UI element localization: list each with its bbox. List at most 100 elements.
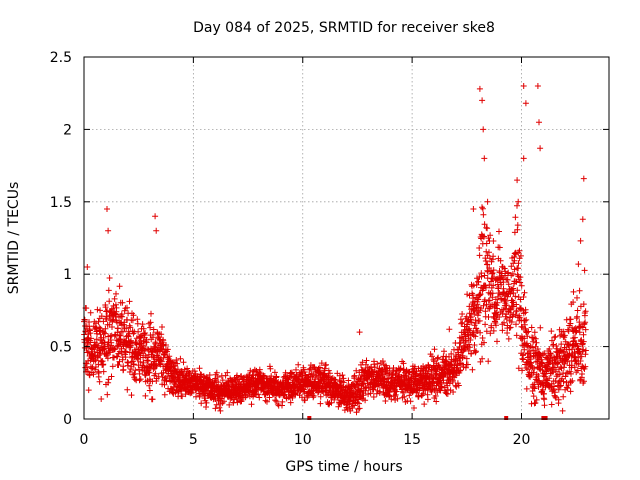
data-point (406, 392, 413, 399)
y-tick-label: 2.5 (50, 50, 72, 66)
data-point (581, 378, 587, 385)
data-point (198, 400, 205, 407)
data-point (581, 320, 588, 327)
data-point (446, 326, 453, 333)
data-point (100, 334, 107, 341)
data-point (161, 381, 168, 388)
data-point (90, 371, 97, 378)
data-point (212, 405, 219, 412)
data-point (130, 358, 137, 365)
data-point (517, 274, 524, 281)
data-point (477, 291, 484, 298)
data-point (96, 352, 103, 359)
data-point (356, 405, 363, 412)
data-point (256, 366, 263, 373)
data-point (500, 279, 507, 286)
data-point (255, 391, 262, 398)
data-point (137, 376, 144, 383)
data-point (116, 336, 123, 342)
data-point (135, 328, 142, 335)
data-point (104, 206, 110, 212)
data-point (533, 359, 539, 365)
data-point (126, 369, 133, 375)
data-point (563, 346, 570, 353)
data-point (507, 290, 514, 297)
y-tick-label: 0 (63, 412, 72, 428)
data-point (186, 369, 193, 376)
data-point (174, 366, 181, 373)
data-point (530, 393, 537, 400)
data-point (351, 402, 357, 409)
grid-lines (84, 57, 609, 419)
data-point (520, 83, 527, 89)
data-point (573, 328, 580, 335)
data-point (392, 391, 399, 398)
data-point (559, 348, 566, 355)
data-point (562, 373, 569, 380)
data-point (481, 155, 488, 162)
data-point (570, 299, 577, 306)
data-point (87, 330, 94, 337)
data-point (287, 370, 294, 377)
data-point (508, 319, 515, 325)
data-point (144, 346, 151, 353)
data-point (576, 319, 583, 326)
data-point (489, 270, 496, 276)
x-tick-label: 20 (513, 432, 531, 448)
data-point (536, 119, 542, 126)
data-point (373, 390, 380, 397)
data-point (137, 358, 144, 365)
data-point (486, 297, 493, 304)
data-point (438, 380, 445, 387)
data-point (488, 322, 495, 329)
data-point (101, 329, 107, 336)
data-point (580, 338, 587, 345)
data-point (490, 282, 497, 289)
data-point (479, 355, 486, 362)
data-point (564, 358, 571, 365)
data-point (484, 261, 491, 268)
data-point (516, 247, 523, 254)
data-point (152, 340, 159, 347)
data-point (457, 339, 464, 346)
data-point (439, 356, 446, 363)
data-point (481, 221, 488, 228)
data-point (394, 395, 401, 402)
data-point (94, 306, 101, 313)
data-point (401, 393, 408, 400)
data-point (581, 312, 588, 319)
data-point (388, 396, 395, 403)
data-point (532, 400, 539, 406)
data-point (196, 392, 203, 399)
x-tick-label: 15 (403, 432, 421, 448)
data-point (287, 399, 294, 406)
data-point (128, 392, 135, 399)
data-point (574, 313, 581, 320)
data-point (470, 206, 477, 212)
data-point (530, 369, 537, 376)
data-point (532, 335, 539, 342)
y-tick-label: 0.5 (50, 340, 72, 356)
data-point (122, 354, 129, 361)
data-point (113, 290, 119, 297)
data-point (519, 367, 526, 374)
data-point (466, 341, 472, 348)
data-point (517, 279, 524, 286)
data-point (201, 395, 208, 402)
data-point (470, 295, 477, 302)
data-point (93, 336, 100, 343)
data-point (120, 366, 127, 373)
data-point (96, 378, 103, 385)
data-point (494, 338, 500, 345)
data-point (531, 365, 538, 372)
data-point (267, 365, 274, 372)
data-point (216, 404, 223, 411)
data-point (95, 342, 102, 349)
data-point (550, 341, 557, 348)
data-point (88, 335, 94, 342)
data-point (140, 342, 147, 349)
data-point (462, 364, 469, 371)
data-point (564, 385, 571, 392)
data-point (106, 298, 113, 305)
data-point (571, 334, 578, 341)
